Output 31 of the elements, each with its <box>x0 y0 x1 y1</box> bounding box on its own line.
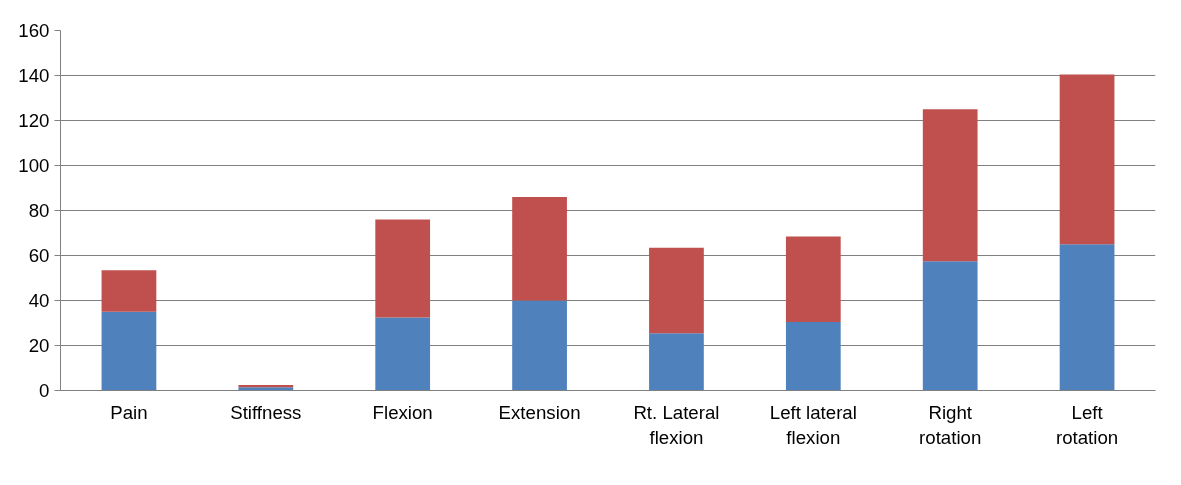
x-tick-label: Left lateral flexion <box>769 401 857 448</box>
bar <box>1059 74 1115 245</box>
y-tick-label: 120 <box>18 110 50 131</box>
x-tick-label: Right rotation <box>919 401 982 448</box>
x-tick-label: Left rotation <box>1055 401 1119 448</box>
y-tick-label: 100 <box>18 155 50 176</box>
bar <box>512 300 567 391</box>
x-tick-label: Rt. Lateral flexion <box>633 401 720 448</box>
y-tick-label: 140 <box>18 65 50 86</box>
y-tick-label: 0 <box>39 380 50 401</box>
bar <box>649 333 704 391</box>
bar <box>101 270 157 312</box>
bar <box>922 109 978 262</box>
bar <box>512 197 567 301</box>
x-tick-label: Extension <box>498 401 581 423</box>
bar <box>785 236 841 322</box>
bar <box>375 317 431 391</box>
bar <box>785 321 841 391</box>
y-tick-label: 160 <box>18 20 50 41</box>
bar <box>101 311 157 391</box>
y-tick-label: 60 <box>28 245 50 266</box>
y-tick-label: 80 <box>28 200 50 221</box>
bar <box>1059 244 1115 391</box>
bar <box>649 247 704 334</box>
y-tick-label: 40 <box>28 290 50 311</box>
bar <box>922 261 978 391</box>
x-tick-label: Flexion <box>372 401 433 423</box>
x-tick-label: Pain <box>110 401 148 423</box>
bar <box>375 219 431 318</box>
y-tick-label: 20 <box>28 335 50 356</box>
x-tick-label: Stiffness <box>230 401 302 423</box>
